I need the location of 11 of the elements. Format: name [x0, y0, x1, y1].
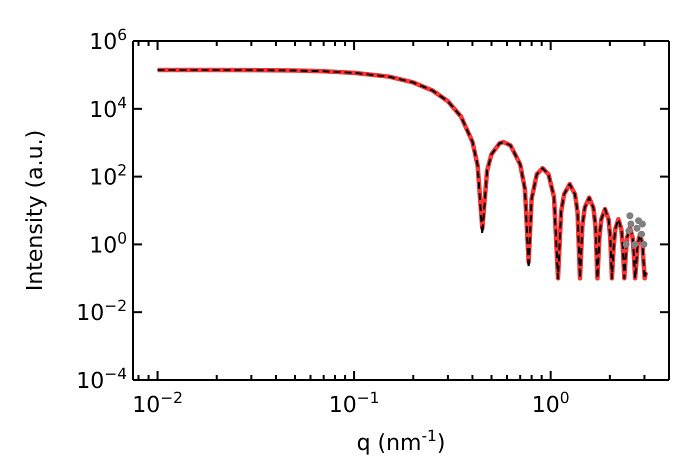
y-tick-label: 10$^{0}$ — [89, 229, 127, 258]
y-tick-label: 10$^{4}$ — [89, 94, 127, 123]
y-axis-title: Intensity (a.u.) — [23, 130, 48, 292]
x-tick-label: 10$^{−2}$ — [132, 389, 183, 418]
x-tick-label: 10$^{0}$ — [532, 389, 570, 418]
y-tick-label: 10$^{−4}$ — [76, 365, 127, 394]
y-tick-label: 10$^{2}$ — [89, 162, 127, 191]
y-tick-label: 10$^{−2}$ — [76, 297, 127, 326]
x-tick-label: 10$^{−1}$ — [328, 389, 380, 418]
y-tick-label: 10$^{6}$ — [89, 26, 127, 55]
x-axis-title: q (nm$^{-1}$) — [356, 427, 446, 456]
